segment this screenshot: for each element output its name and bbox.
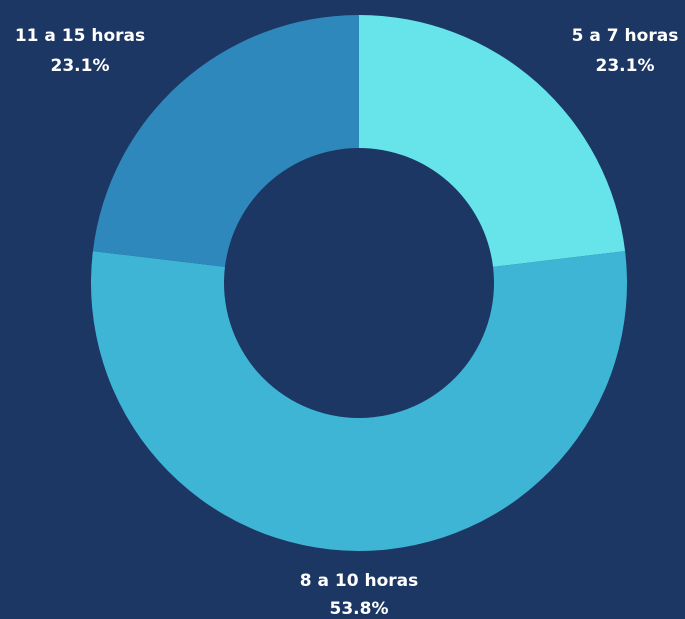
donut-slice	[90, 251, 627, 552]
donut-slice	[92, 15, 359, 267]
slice-value-label: 23.1%	[51, 56, 110, 76]
slice-label: 8 a 10 horas	[300, 571, 418, 591]
slice-value-label: 23.1%	[596, 56, 655, 76]
slice-label: 11 a 15 horas	[15, 26, 145, 46]
slice-value-label: 53.8%	[330, 599, 389, 619]
slice-label: 5 a 7 horas	[572, 26, 679, 46]
donut-slice	[359, 15, 626, 267]
